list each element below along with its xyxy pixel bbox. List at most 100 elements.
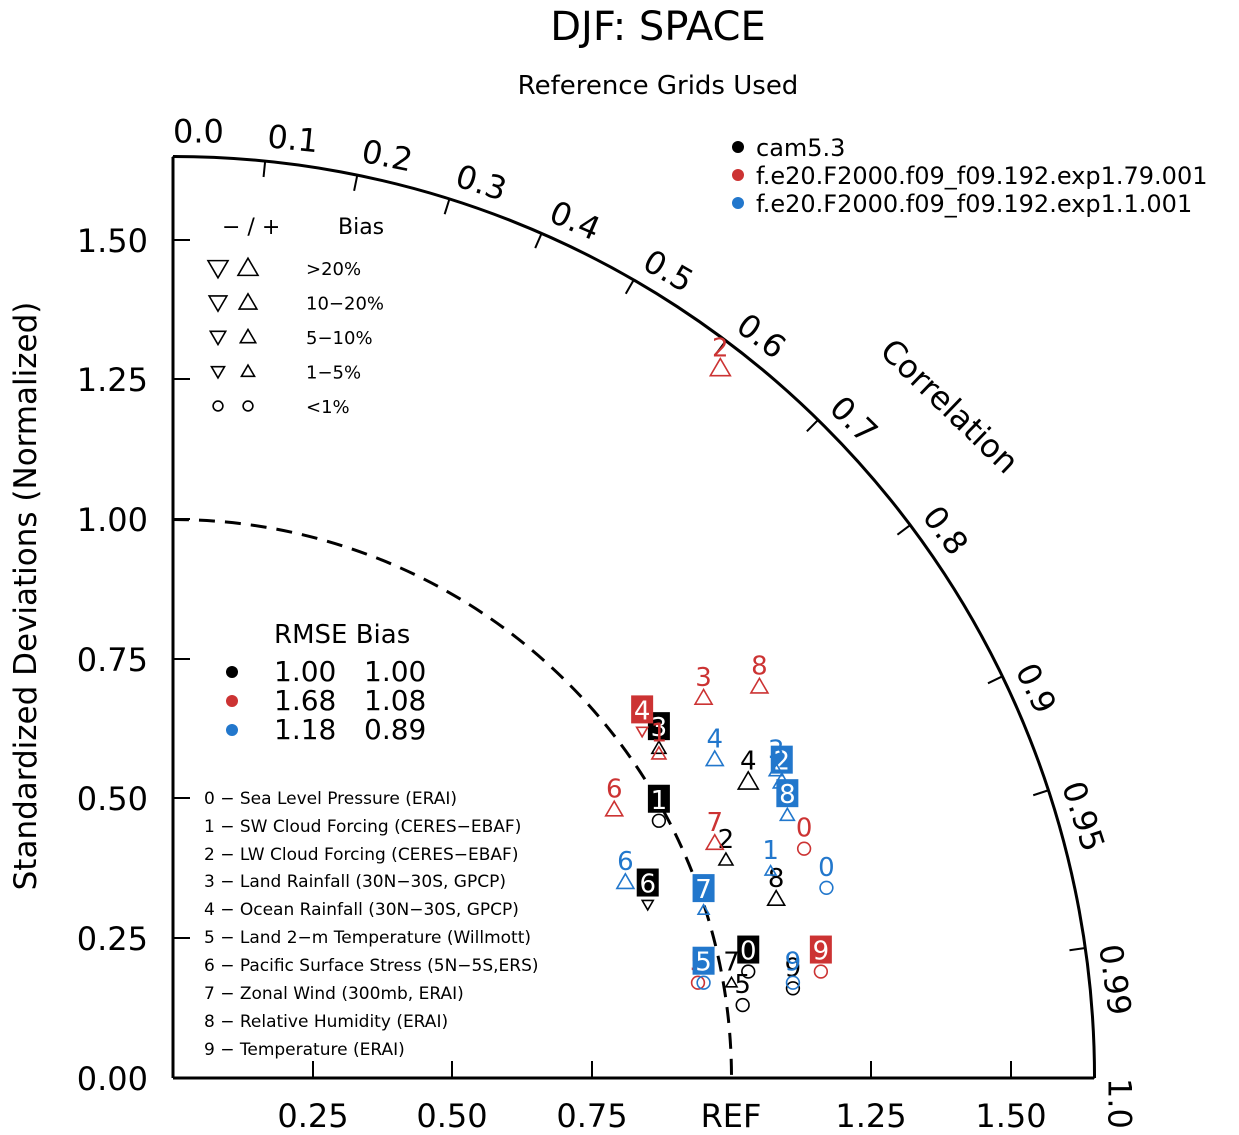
legend-dot-cam5-3 — [732, 141, 744, 153]
bias-legend-row: <1% — [212, 397, 350, 418]
data-point: 6 — [604, 775, 625, 817]
marker-triangle-up — [650, 745, 668, 760]
data-point: 8 — [776, 779, 799, 822]
bias-value-exp1-1: 0.89 — [364, 713, 426, 746]
point-label: 7 — [706, 808, 723, 838]
data-point: 6 — [615, 847, 636, 890]
marker-circle — [819, 880, 834, 895]
point-label: 0 — [740, 937, 757, 967]
data-point: 7 — [723, 948, 740, 988]
correlation-tick-mark — [443, 198, 451, 215]
x-tick-label: 0.25 — [277, 1097, 348, 1135]
marker-triangle-down — [208, 330, 228, 347]
correlation-tick-label: 0.99 — [1091, 942, 1139, 1018]
variable-item: 3 − Land Rainfall (30N−30S, GPCP) — [204, 872, 506, 892]
point-label: 8 — [768, 864, 785, 894]
legend-dot-exp1-1 — [732, 197, 744, 209]
bias-legend-label: >20% — [306, 259, 361, 280]
correlation-tick-mark — [534, 233, 543, 249]
bias-value-cam5-3: 1.00 — [364, 655, 426, 688]
x-ticks: 0.25 0.50 0.75 REF 1.25 1.50 — [277, 1061, 1047, 1135]
bias-legend-header: Bias — [338, 215, 384, 240]
y-ticks: 0.00 0.25 0.50 0.75 1.00 1.25 1.50 — [77, 222, 190, 1098]
correlation-tick-mark — [1069, 947, 1086, 952]
marker-triangle-up — [767, 762, 785, 777]
data-point: 4 — [704, 724, 725, 767]
point-label-box — [647, 712, 670, 741]
point-label: 1 — [762, 836, 779, 866]
y-tick-label: 1.50 — [77, 222, 148, 260]
bias-legend: − / + Bias >20% 10−20% 5−10% 1−5% <1% — [206, 215, 384, 418]
rmse-dot-cam5-3 — [226, 666, 238, 678]
correlation-tick-mark — [715, 340, 727, 355]
rmse-dot-exp1-79 — [226, 695, 238, 707]
variable-item: 6 − Pacific Surface Stress (5N−5S,ERS) — [204, 956, 539, 976]
point-label: 5 — [734, 970, 751, 1000]
correlation-tick-mark — [806, 419, 819, 433]
correlation-tick-mark — [353, 174, 359, 191]
variable-legend: 0 − Sea Level Pressure (ERAI) 1 − SW Clo… — [204, 789, 539, 1060]
bias-legend-label: 1−5% — [306, 363, 361, 384]
data-point: 8 — [749, 652, 770, 694]
data-point: 7 — [704, 808, 725, 851]
point-label: 3 — [651, 713, 668, 743]
point-label: 2 — [712, 333, 729, 363]
point-label: 1 — [651, 719, 668, 749]
chart-title: DJF: SPACE — [550, 4, 766, 50]
correlation-tick-label: 0.7 — [822, 388, 885, 451]
marker-triangle-up — [237, 292, 259, 310]
series-legend: cam5.3 f.e20.F2000.f09_f09.192.exp1.79.0… — [732, 134, 1207, 218]
data-point: 5 — [692, 946, 715, 990]
data-point: 2 — [708, 333, 732, 377]
rmse-value-exp1-79: 1.68 — [274, 684, 336, 717]
data-point: 1 — [650, 719, 668, 760]
marker-triangle-up — [696, 903, 711, 915]
marker-triangle-down — [207, 295, 229, 313]
y-axis-label: Standardized Deviations (Normalized) — [8, 302, 44, 891]
marker-triangle-up — [749, 676, 770, 694]
variable-item: 8 − Relative Humidity (ERAI) — [204, 1012, 448, 1032]
point-label: 9 — [785, 948, 802, 978]
marker-triangle-up — [704, 749, 725, 767]
variable-item: 2 − LW Cloud Forcing (CERES−EBAF) — [204, 845, 518, 865]
point-label-box — [647, 784, 670, 813]
correlation-tick-mark — [262, 160, 267, 178]
marker-triangle-up — [778, 806, 796, 822]
rmse-bias-legend: RMSE Bias 1.00 1.00 1.68 1.08 1.18 0.89 — [226, 620, 426, 746]
point-label: 0 — [818, 853, 835, 883]
marker-triangle-down — [206, 259, 230, 280]
legend-label-cam5-3: cam5.3 — [756, 134, 845, 162]
point-label-box — [636, 868, 659, 897]
point-label: 8 — [751, 652, 768, 682]
point-label-box — [692, 874, 715, 903]
axes — [171, 154, 1097, 1080]
marker-triangle-up — [650, 739, 668, 755]
point-label: 5 — [695, 948, 712, 978]
marker-triangle-up — [766, 888, 787, 907]
variable-item: 1 − SW Cloud Forcing (CERES−EBAF) — [204, 817, 521, 837]
point-label: 4 — [634, 696, 651, 726]
point-label-box — [737, 935, 760, 964]
point-label: 9 — [813, 937, 830, 967]
marker-circle — [785, 975, 801, 990]
data-point: 3 — [693, 663, 714, 705]
data-point: 4 — [736, 747, 760, 790]
marker-triangle-up — [238, 327, 258, 344]
data-point: 9 — [785, 953, 801, 996]
data-point: 7 — [692, 874, 715, 915]
rmse-bias-header: RMSE Bias — [274, 620, 410, 650]
correlation-tick-label: 0.8 — [915, 499, 976, 563]
rmse-value-cam5-3: 1.00 — [274, 655, 336, 688]
point-label: 6 — [639, 870, 656, 900]
bias-legend-row: >20% — [206, 256, 361, 280]
correlation-tick-label: 0.0 — [173, 112, 224, 150]
legend-label-exp1-79: f.e20.F2000.f09_f09.192.exp1.79.001 — [756, 162, 1207, 190]
correlation-tick-label: 0.3 — [451, 157, 511, 209]
marker-circle — [785, 981, 801, 996]
point-label: 0 — [796, 814, 813, 844]
rmse-dot-exp1-1 — [226, 724, 238, 736]
correlation-tick-label: 0.6 — [730, 306, 794, 367]
legend-dot-exp1-79 — [732, 169, 744, 181]
marker-circle — [690, 975, 706, 990]
